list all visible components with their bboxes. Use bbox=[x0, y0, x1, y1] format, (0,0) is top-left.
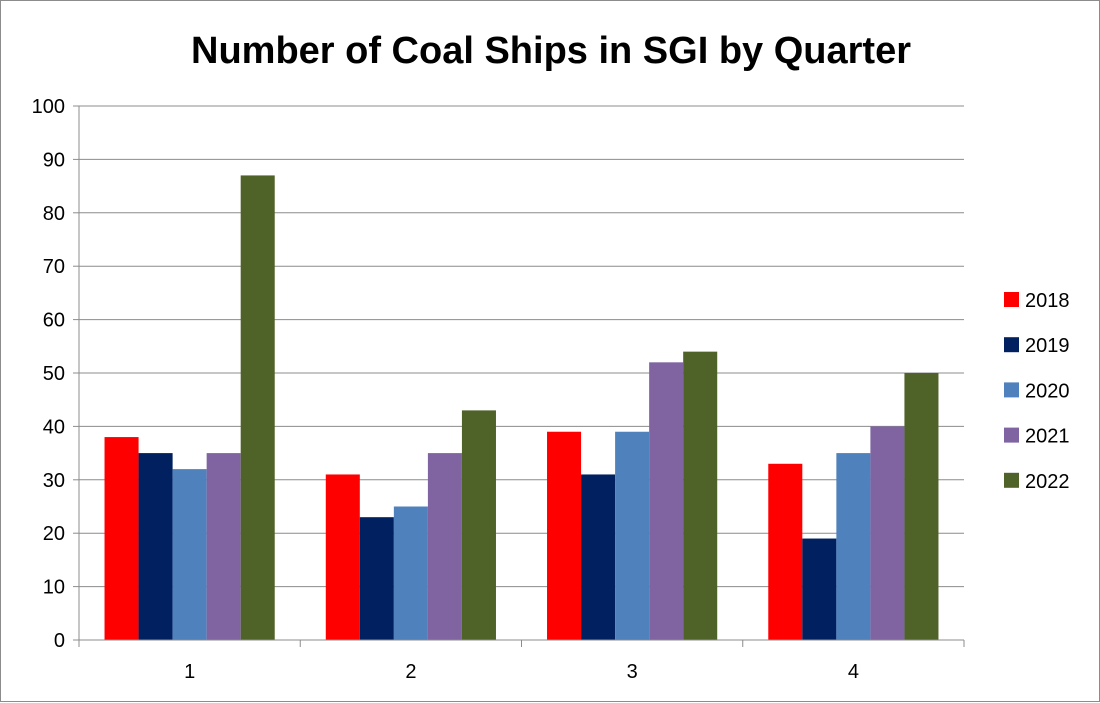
bar-2020-q2 bbox=[393, 506, 428, 640]
legend-label-2021: 2021 bbox=[1025, 426, 1070, 448]
bar-2021-q2 bbox=[427, 453, 462, 640]
y-tick-label: 100 bbox=[32, 96, 65, 118]
y-tick-label: 50 bbox=[43, 363, 65, 385]
legend-label-2019: 2019 bbox=[1025, 335, 1070, 357]
bar-2019-q4 bbox=[802, 538, 837, 640]
bar-2018-q3 bbox=[547, 431, 582, 640]
bar-2019-q2 bbox=[359, 517, 394, 640]
legend-swatch-2019 bbox=[1004, 337, 1019, 353]
x-tick-label: 3 bbox=[627, 661, 638, 683]
y-tick-label: 60 bbox=[43, 310, 65, 332]
bar-2019-q1 bbox=[138, 453, 173, 640]
bar-2022-q1 bbox=[240, 175, 275, 641]
y-tick-label: 80 bbox=[43, 203, 65, 225]
y-tick-label: 70 bbox=[43, 256, 65, 278]
bar-2022-q4 bbox=[904, 373, 939, 640]
bars bbox=[104, 175, 939, 641]
bar-2019-q3 bbox=[581, 474, 616, 640]
legend-label-2022: 2022 bbox=[1025, 471, 1070, 493]
y-tick-label: 30 bbox=[43, 470, 65, 492]
x-tick-label: 1 bbox=[184, 661, 195, 683]
legend-label-2018: 2018 bbox=[1025, 290, 1070, 312]
bar-2018-q4 bbox=[768, 463, 803, 640]
legend-label-2020: 2020 bbox=[1025, 380, 1070, 402]
bar-2018-q1 bbox=[104, 437, 139, 640]
bar-2022-q2 bbox=[461, 410, 496, 640]
bar-2021-q3 bbox=[649, 362, 684, 640]
y-tick-label: 0 bbox=[54, 630, 65, 652]
legend-swatch-2022 bbox=[1004, 472, 1019, 488]
chart-title: Number of Coal Ships in SGI by Quarter bbox=[191, 30, 911, 72]
bar-2020-q3 bbox=[615, 431, 650, 640]
bar-2020-q4 bbox=[836, 453, 871, 640]
bar-2021-q1 bbox=[206, 453, 241, 640]
legend: 2018 2019 2020 2021 2022 bbox=[1004, 290, 1070, 493]
legend-swatch-2020 bbox=[1004, 382, 1019, 398]
y-tick-label: 90 bbox=[43, 149, 65, 171]
x-tick-label: 2 bbox=[405, 661, 416, 683]
x-tick-label: 4 bbox=[848, 661, 859, 683]
y-tick-label: 20 bbox=[43, 523, 65, 545]
legend-swatch-2018 bbox=[1004, 292, 1019, 307]
bar-2018-q2 bbox=[325, 474, 360, 640]
legend-swatch-2021 bbox=[1004, 427, 1019, 443]
y-tick-label: 40 bbox=[43, 416, 65, 438]
bar-2020-q1 bbox=[172, 469, 207, 640]
axes: 0 10 20 30 40 50 60 70 80 90 100 1 2 3 4 bbox=[32, 96, 965, 683]
y-tick-label: 10 bbox=[43, 577, 65, 599]
bar-2021-q4 bbox=[870, 426, 905, 640]
bar-2022-q3 bbox=[683, 351, 718, 640]
